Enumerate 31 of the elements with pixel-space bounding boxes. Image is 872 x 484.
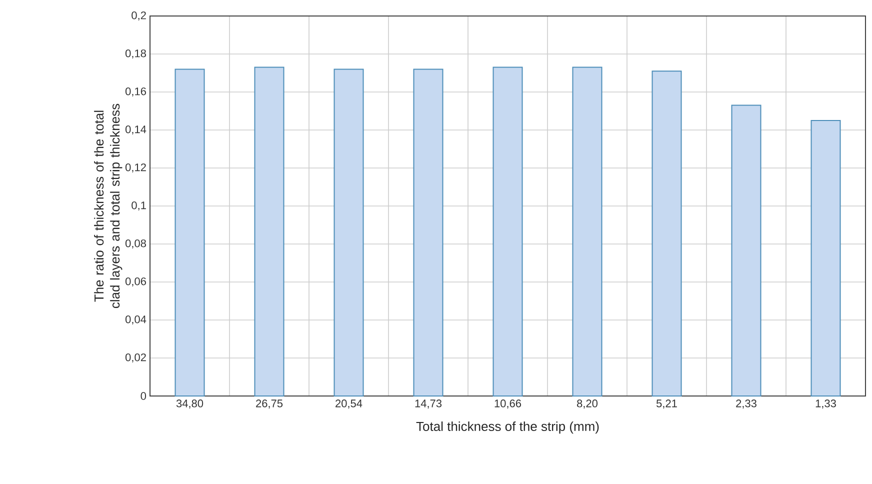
y-tick-label: 0,12 <box>125 163 146 173</box>
bar <box>413 68 444 396</box>
x-axis-title: Total thickness of the strip (mm) <box>416 421 599 434</box>
x-tick-label: 14,73 <box>415 400 442 409</box>
x-tick-label: 34,80 <box>176 400 204 409</box>
x-tick-label: 1,33 <box>816 400 836 409</box>
y-tick-label: 0,1 <box>132 201 146 211</box>
bar <box>731 104 762 396</box>
y-tick-label: 0,02 <box>125 353 146 363</box>
y-tick-label: 0,04 <box>125 315 146 325</box>
x-tick-label: 26,75 <box>256 400 283 409</box>
bar <box>572 66 602 396</box>
x-tick-label: 2,33 <box>736 400 756 409</box>
y-axis-title: The ratio of thickness of the total clad layers and total strip thickness <box>94 104 122 308</box>
x-tick-label: 10,66 <box>494 400 522 409</box>
bar <box>810 120 841 396</box>
bar <box>334 68 364 396</box>
y-tick-label: 0 <box>140 392 146 400</box>
y-tick-label: 0,08 <box>125 239 146 249</box>
y-tick-label: 0,2 <box>132 11 146 21</box>
y-tick-label: 0,16 <box>125 87 146 97</box>
bar <box>492 66 523 396</box>
y-tick-label: 0,06 <box>125 277 146 287</box>
x-tick-label: 20,54 <box>336 400 362 409</box>
x-tick-label: 5,21 <box>656 400 677 409</box>
x-tick-label: 8,20 <box>577 400 598 409</box>
bar <box>254 66 284 396</box>
y-tick-label: 0,18 <box>125 49 146 59</box>
bar <box>174 68 205 396</box>
bar <box>652 70 682 396</box>
y-tick-label: 0,14 <box>125 125 146 135</box>
